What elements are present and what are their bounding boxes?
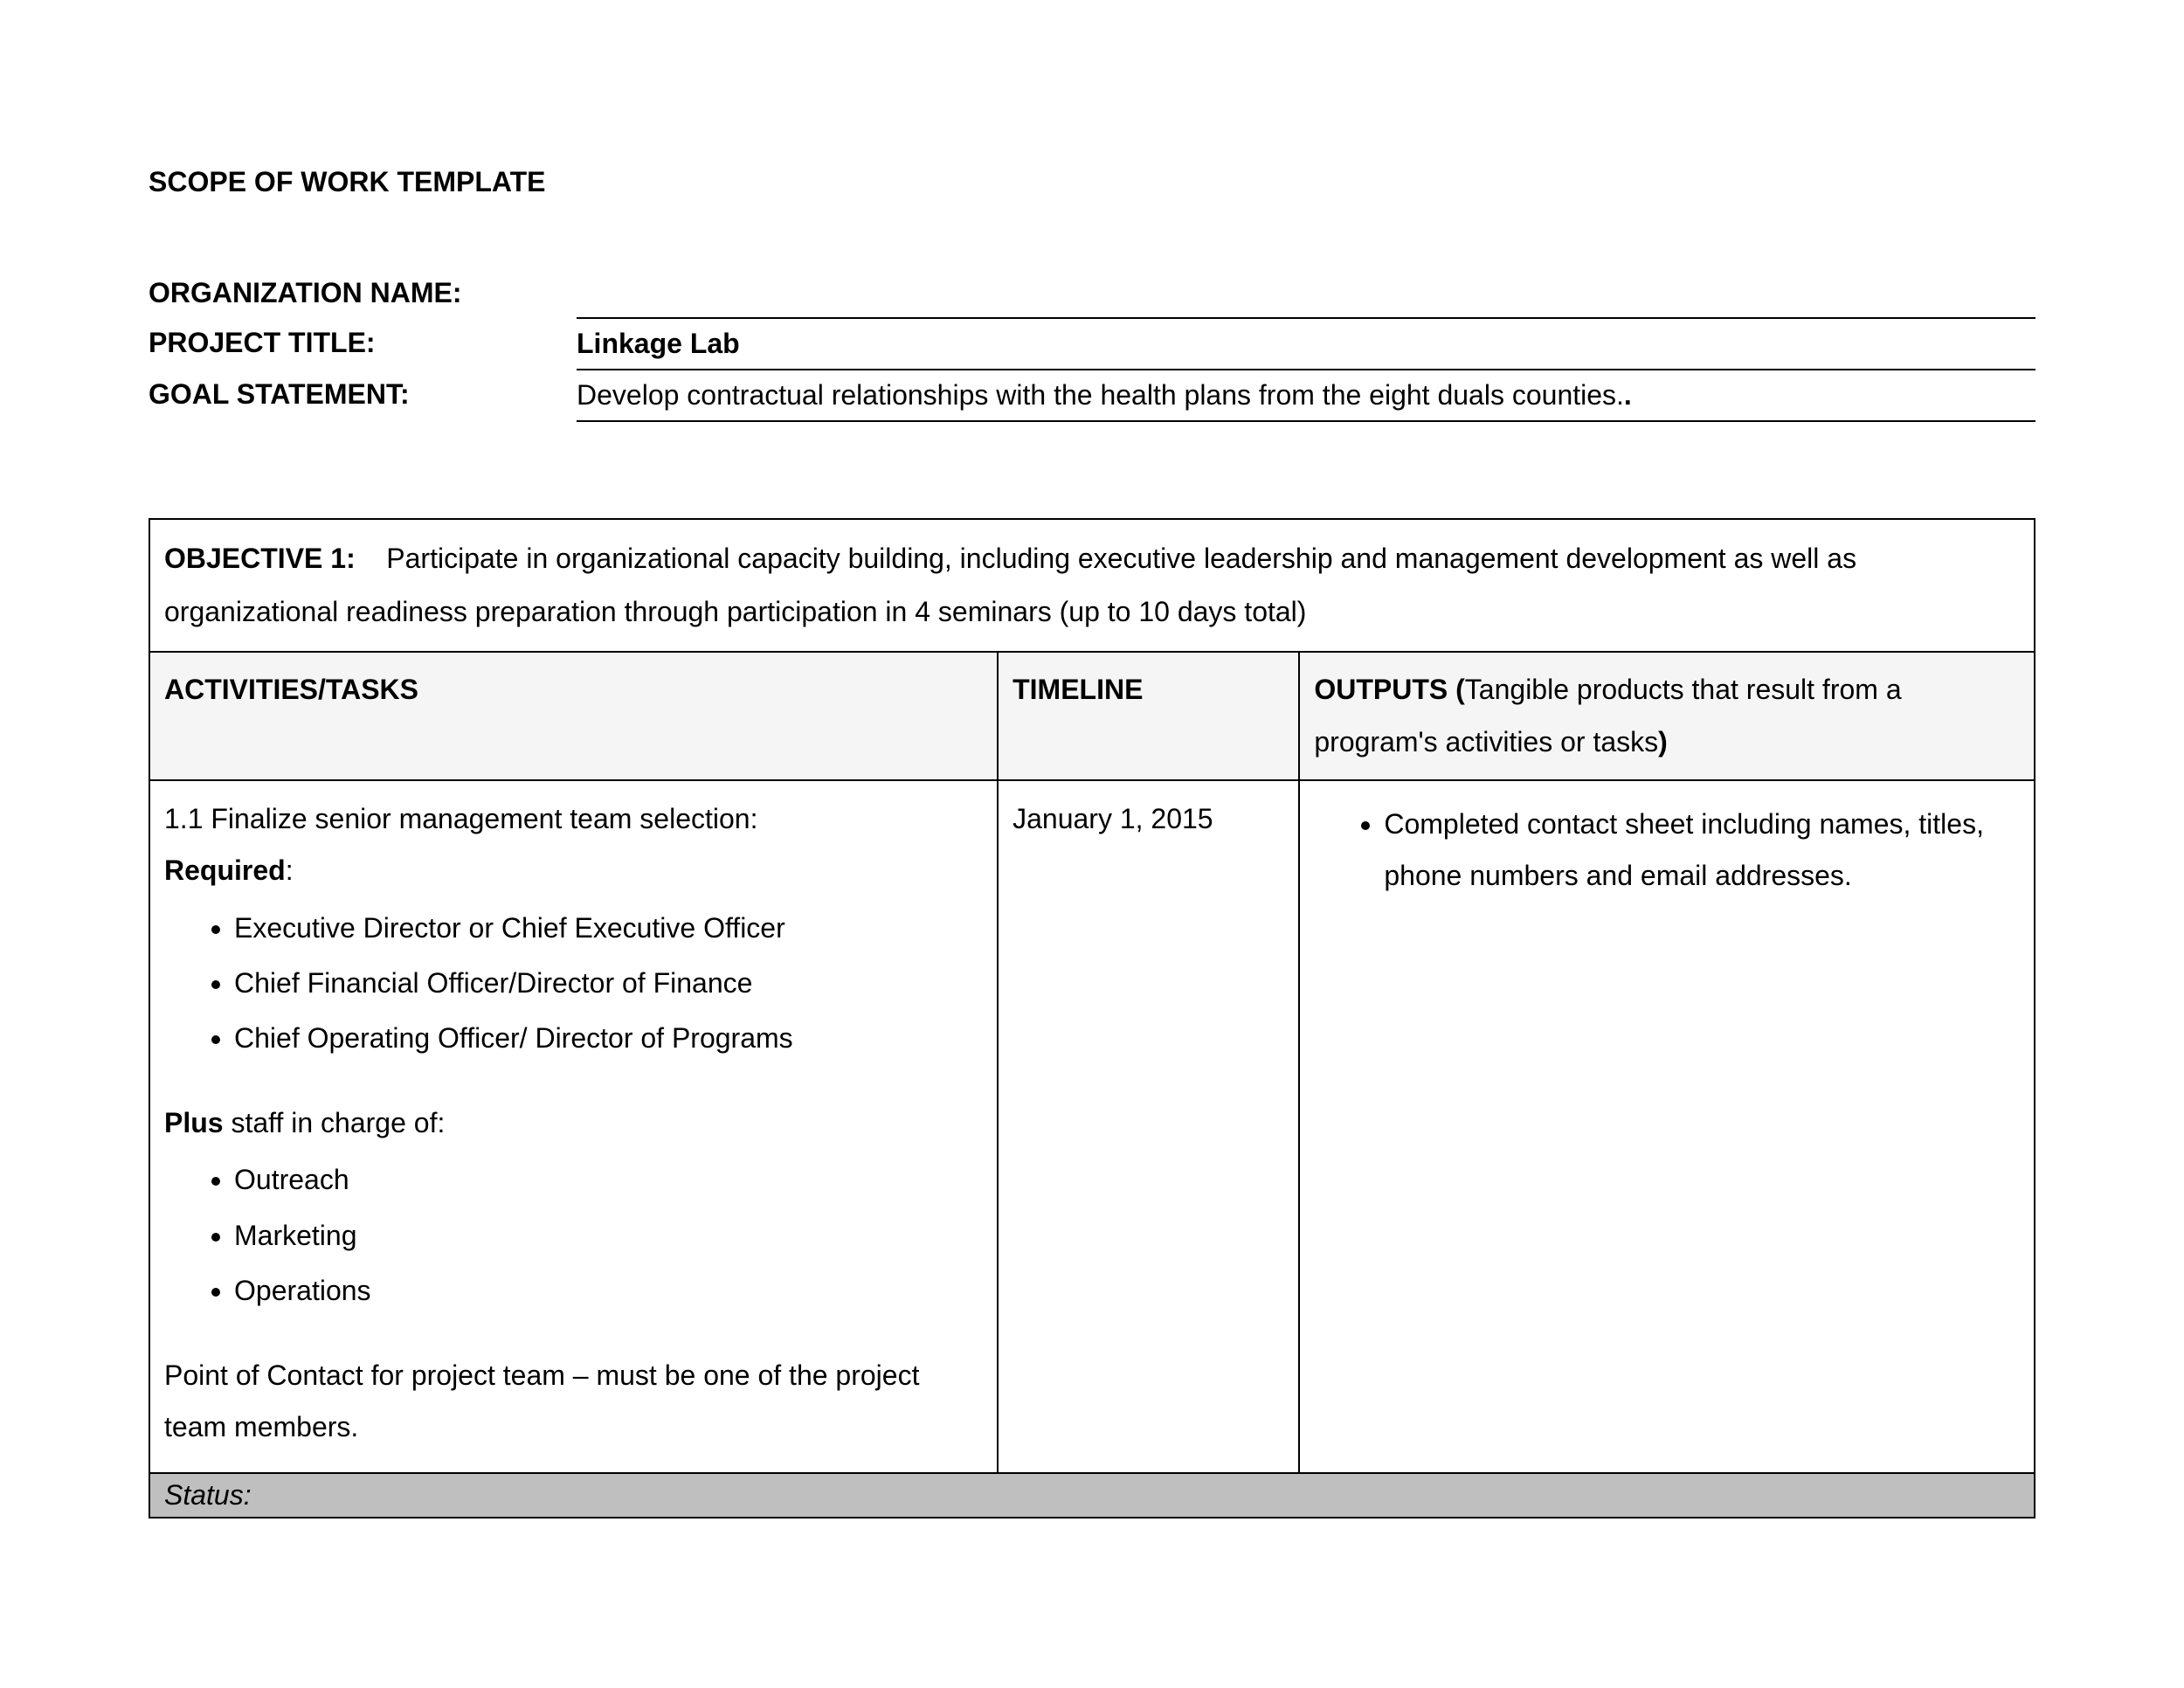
document-title: SCOPE OF WORK TEMPLATE bbox=[149, 166, 2035, 198]
list-item: Operations bbox=[234, 1263, 983, 1318]
list-item: Outreach bbox=[234, 1152, 983, 1207]
col-outputs-header: OUTPUTS (Tangible products that result f… bbox=[1299, 652, 2035, 781]
status-cell: Status: bbox=[149, 1473, 2035, 1518]
objective-header-row: OBJECTIVE 1: Participate in organization… bbox=[149, 519, 2035, 652]
table-row: 1.1 Finalize senior management team sele… bbox=[149, 780, 2035, 1473]
list-item: Chief Financial Officer/Director of Fina… bbox=[234, 956, 983, 1011]
activity-line-1: 1.1 Finalize senior management team sele… bbox=[164, 793, 983, 845]
meta-row-goal: GOAL STATEMENT: Develop contractual rela… bbox=[149, 370, 2035, 421]
outputs-close: ) bbox=[1658, 726, 1668, 758]
poc-text: Point of Contact for project team – must… bbox=[164, 1350, 983, 1453]
goal-value-text: Develop contractual relationships with t… bbox=[577, 379, 1624, 411]
goal-value: Develop contractual relationships with t… bbox=[577, 370, 2035, 421]
project-label: PROJECT TITLE: bbox=[149, 318, 577, 370]
column-header-row: ACTIVITIES/TASKS TIMELINE OUTPUTS (Tangi… bbox=[149, 652, 2035, 781]
goal-label: GOAL STATEMENT: bbox=[149, 370, 577, 421]
objective-cell: OBJECTIVE 1: Participate in organization… bbox=[149, 519, 2035, 652]
list-item: Marketing bbox=[234, 1208, 983, 1263]
objective-label: OBJECTIVE 1: bbox=[164, 543, 356, 574]
outputs-list: Completed contact sheet including names,… bbox=[1384, 797, 2020, 903]
meta-table: ORGANIZATION NAME: PROJECT TITLE: Linkag… bbox=[149, 268, 2035, 422]
project-value: Linkage Lab bbox=[577, 318, 2035, 370]
list-item: Completed contact sheet including names,… bbox=[1384, 797, 2020, 903]
plus-text: staff in charge of: bbox=[224, 1107, 446, 1138]
required-list: Executive Director or Chief Executive Of… bbox=[234, 901, 983, 1067]
plus-list: Outreach Marketing Operations bbox=[234, 1152, 983, 1318]
col-timeline-header: TIMELINE bbox=[998, 652, 1299, 781]
org-label: ORGANIZATION NAME: bbox=[149, 268, 577, 318]
status-row: Status: bbox=[149, 1473, 2035, 1518]
list-item: Chief Operating Officer/ Director of Pro… bbox=[234, 1011, 983, 1066]
list-item: Executive Director or Chief Executive Of… bbox=[234, 901, 983, 956]
col-activities-header: ACTIVITIES/TASKS bbox=[149, 652, 998, 781]
objective-text: Participate in organizational capacity b… bbox=[164, 543, 1856, 627]
plus-label: Plus bbox=[164, 1107, 224, 1138]
outputs-cell: Completed contact sheet including names,… bbox=[1299, 780, 2035, 1473]
meta-row-project: PROJECT TITLE: Linkage Lab bbox=[149, 318, 2035, 370]
activities-cell: 1.1 Finalize senior management team sele… bbox=[149, 780, 998, 1473]
org-value bbox=[577, 268, 2035, 318]
document-page: SCOPE OF WORK TEMPLATE ORGANIZATION NAME… bbox=[0, 0, 2184, 1519]
required-colon: : bbox=[286, 854, 294, 886]
outputs-label: OUTPUTS ( bbox=[1314, 674, 1464, 705]
meta-row-organization: ORGANIZATION NAME: bbox=[149, 268, 2035, 318]
objective-table: OBJECTIVE 1: Participate in organization… bbox=[149, 518, 2035, 1519]
timeline-cell: January 1, 2015 bbox=[998, 780, 1299, 1473]
required-label: Required bbox=[164, 854, 286, 886]
